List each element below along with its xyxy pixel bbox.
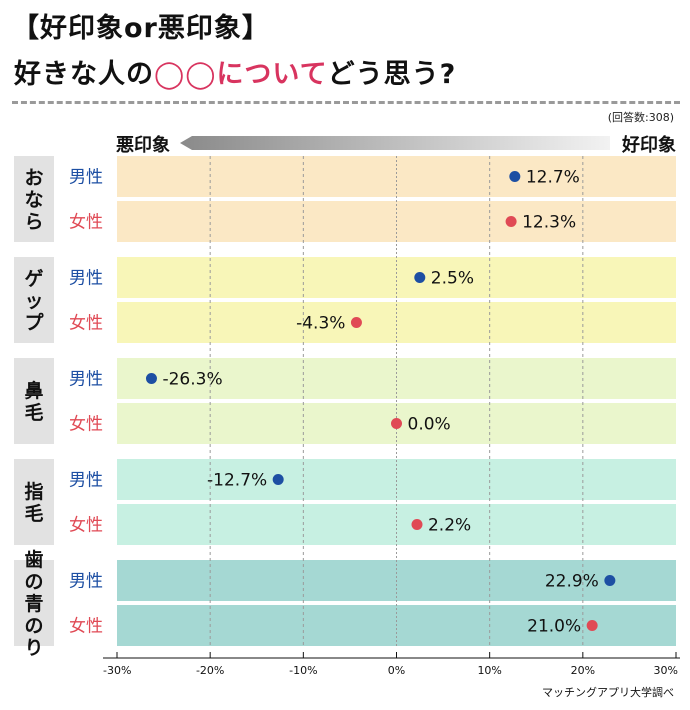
respondent-count: (回答数:308) xyxy=(607,111,674,124)
x-tick-label: 20% xyxy=(571,664,595,677)
category-label: おなら xyxy=(24,167,43,233)
chart-title-line2: 好きな人の◯◯についてどう思う? xyxy=(14,52,456,91)
data-point xyxy=(350,317,362,328)
data-label: 12.3% xyxy=(522,213,576,233)
category-label-bg xyxy=(14,560,54,646)
category-label: ゲップ xyxy=(24,268,44,334)
x-tick-label: 0% xyxy=(388,664,405,677)
scale-negative-label: 悪印象 xyxy=(116,135,170,156)
category-label: 鼻毛 xyxy=(24,379,43,424)
data-label: 21.0% xyxy=(527,617,581,637)
x-tick-label: 10% xyxy=(477,664,501,677)
category-label-bg xyxy=(14,257,54,343)
x-tick-label: -30% xyxy=(103,664,131,677)
x-tick-label: -10% xyxy=(289,664,317,677)
series-label: 男性 xyxy=(69,471,103,491)
data-point xyxy=(272,474,284,485)
title-highlight: について xyxy=(216,59,328,90)
data-point xyxy=(145,373,157,384)
series-label: 女性 xyxy=(69,516,103,536)
data-label: 22.9% xyxy=(545,572,599,592)
x-tick-label: -20% xyxy=(196,664,224,677)
source-note: マッチングアプリ大学調べ xyxy=(542,686,674,699)
category-label: 歯の青のり xyxy=(24,548,43,659)
data-point xyxy=(391,418,402,429)
title-blank: ◯◯ xyxy=(154,59,217,90)
data-point xyxy=(509,171,521,182)
title-suffix: どう思う? xyxy=(327,59,457,90)
data-label: 0.0% xyxy=(408,415,451,435)
data-label: -4.3% xyxy=(296,314,345,334)
series-label: 女性 xyxy=(69,415,103,435)
chart-title-line1: 【好印象or悪印象】 xyxy=(12,13,270,44)
series-label: 女性 xyxy=(69,213,103,233)
series-label: 男性 xyxy=(69,269,103,289)
data-label: 12.7% xyxy=(526,168,580,188)
series-label: 男性 xyxy=(69,572,103,592)
data-point xyxy=(414,272,426,283)
category-label-bg xyxy=(14,459,54,545)
category-label: 指毛 xyxy=(24,481,43,525)
data-label: -26.3% xyxy=(162,370,222,390)
data-label: -12.7% xyxy=(207,471,267,491)
data-point xyxy=(411,519,423,530)
data-label: 2.5% xyxy=(431,269,474,289)
category-label-bg xyxy=(14,156,54,242)
data-point xyxy=(604,575,616,586)
title-prefix: 好きな人の xyxy=(14,59,154,90)
data-label: 2.2% xyxy=(428,516,471,536)
scale-gradient-arrow xyxy=(180,136,610,150)
x-tick-label: 30% xyxy=(654,664,678,677)
series-label: 女性 xyxy=(69,314,103,334)
series-label: 女性 xyxy=(69,617,103,637)
series-label: 男性 xyxy=(69,370,103,390)
series-label: 男性 xyxy=(69,168,103,188)
category-label-bg xyxy=(14,358,54,444)
data-point xyxy=(505,216,517,227)
scale-positive-label: 好印象 xyxy=(622,135,676,156)
dashed-divider xyxy=(12,101,680,104)
data-point xyxy=(586,620,598,631)
